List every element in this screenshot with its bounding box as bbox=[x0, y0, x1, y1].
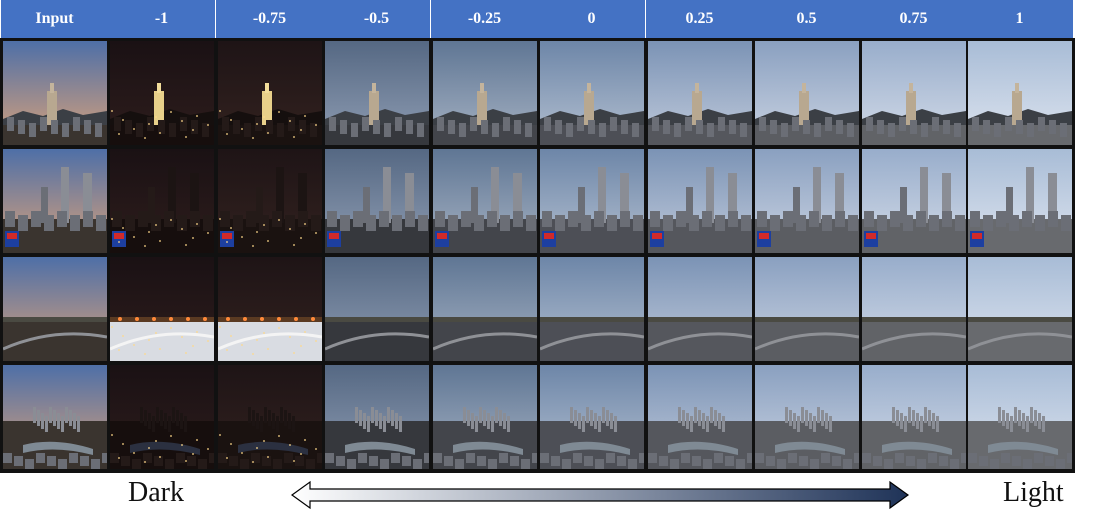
column-header: -0.5 bbox=[323, 0, 430, 38]
tile-image bbox=[862, 257, 966, 361]
tile-image bbox=[862, 149, 966, 253]
tile-image bbox=[433, 149, 537, 253]
grid-tile bbox=[540, 257, 644, 361]
grid-tile bbox=[325, 41, 429, 145]
grid-tile bbox=[218, 149, 322, 253]
tile-image bbox=[648, 257, 752, 361]
grid-tile bbox=[755, 365, 859, 469]
tile-image bbox=[755, 149, 859, 253]
tile-image bbox=[3, 257, 107, 361]
tile-image bbox=[218, 365, 322, 469]
grid-tile bbox=[968, 257, 1072, 361]
tile-image bbox=[325, 257, 429, 361]
tile-image bbox=[110, 149, 214, 253]
tile-image bbox=[325, 41, 429, 145]
tile-image bbox=[862, 365, 966, 469]
grid-tile bbox=[648, 41, 752, 145]
grid-tile bbox=[862, 41, 966, 145]
column-header: 1 bbox=[966, 0, 1073, 38]
grid-tile bbox=[3, 257, 107, 361]
tile-image bbox=[325, 149, 429, 253]
dark-label: Dark bbox=[128, 477, 184, 508]
tile-image bbox=[968, 149, 1072, 253]
grid-tile bbox=[648, 365, 752, 469]
tile-image bbox=[968, 257, 1072, 361]
tile-image bbox=[433, 365, 537, 469]
grid-tile bbox=[648, 149, 752, 253]
column-header: -0.75 bbox=[216, 0, 323, 38]
tile-image bbox=[540, 257, 644, 361]
tile-image bbox=[325, 365, 429, 469]
grid-tile bbox=[433, 365, 537, 469]
grid-tile bbox=[540, 149, 644, 253]
grid-tile bbox=[218, 41, 322, 145]
grid-tile bbox=[755, 149, 859, 253]
tile-image bbox=[110, 365, 214, 469]
grid-tile bbox=[110, 257, 214, 361]
column-header: -0.25 bbox=[431, 0, 538, 38]
tile-image bbox=[218, 41, 322, 145]
grid-tile bbox=[968, 41, 1072, 145]
image-grid bbox=[0, 38, 1075, 473]
grid-tile bbox=[433, 149, 537, 253]
tile-image bbox=[3, 365, 107, 469]
grid-tile bbox=[862, 365, 966, 469]
grid-tile bbox=[968, 149, 1072, 253]
column-header: Input bbox=[1, 0, 108, 38]
column-header: -1 bbox=[108, 0, 215, 38]
grid-tile bbox=[325, 365, 429, 469]
grid-tile bbox=[325, 257, 429, 361]
dark-to-light-arrow bbox=[290, 480, 910, 510]
grid-tile bbox=[433, 41, 537, 145]
grid-tile bbox=[968, 365, 1072, 469]
light-label: Light bbox=[1003, 477, 1064, 508]
tile-image bbox=[755, 257, 859, 361]
tile-image bbox=[218, 257, 322, 361]
grid-tile bbox=[218, 257, 322, 361]
grid-tile bbox=[540, 41, 644, 145]
tile-image bbox=[218, 149, 322, 253]
grid-tile bbox=[3, 41, 107, 145]
tile-image bbox=[3, 41, 107, 145]
tile-image bbox=[110, 41, 214, 145]
column-header: 0.5 bbox=[753, 0, 860, 38]
tile-image bbox=[3, 149, 107, 253]
tile-image bbox=[540, 149, 644, 253]
arrow-shape bbox=[290, 480, 910, 510]
tile-image bbox=[433, 41, 537, 145]
tile-image bbox=[755, 41, 859, 145]
grid-tile bbox=[862, 149, 966, 253]
grid-tile bbox=[110, 149, 214, 253]
grid-tile bbox=[862, 257, 966, 361]
tile-image bbox=[540, 41, 644, 145]
grid-tile bbox=[755, 257, 859, 361]
grid-tile bbox=[433, 257, 537, 361]
grid-tile bbox=[540, 365, 644, 469]
tile-image bbox=[862, 41, 966, 145]
tile-image bbox=[648, 41, 752, 145]
column-header-row: Input -1 -0.75 -0.5 -0.25 0 0.25 0.5 0.75 1 bbox=[0, 0, 1075, 38]
column-header: 0 bbox=[538, 0, 645, 38]
grid-tile bbox=[648, 257, 752, 361]
tile-image bbox=[540, 365, 644, 469]
column-header: 0.25 bbox=[646, 0, 753, 38]
grid-tile bbox=[3, 365, 107, 469]
tile-image bbox=[968, 41, 1072, 145]
grid-tile bbox=[325, 149, 429, 253]
grid-tile bbox=[218, 365, 322, 469]
grid-tile bbox=[3, 149, 107, 253]
column-header: 0.75 bbox=[860, 0, 967, 38]
grid-tile bbox=[110, 365, 214, 469]
tile-image bbox=[648, 365, 752, 469]
tile-image bbox=[433, 257, 537, 361]
tile-image bbox=[648, 149, 752, 253]
grid-tile bbox=[755, 41, 859, 145]
grid-tile bbox=[110, 41, 214, 145]
tile-image bbox=[755, 365, 859, 469]
tile-image bbox=[110, 257, 214, 361]
tile-image bbox=[968, 365, 1072, 469]
